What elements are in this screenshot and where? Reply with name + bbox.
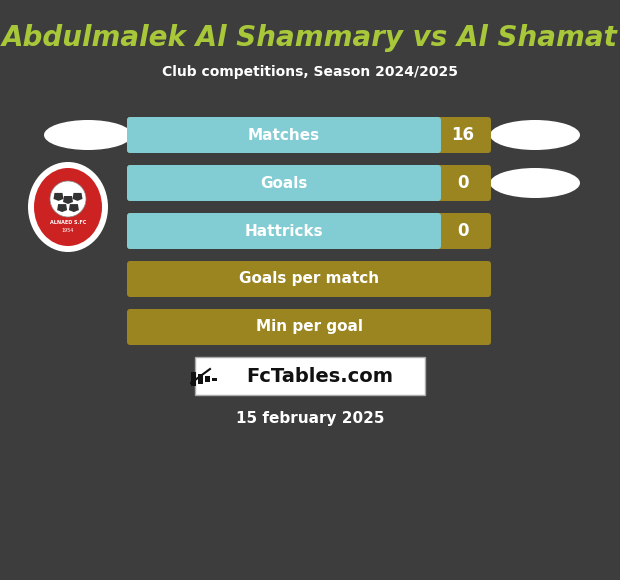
Text: 16: 16 [451,126,474,144]
Text: 0: 0 [458,174,469,192]
Text: FcTables.com: FcTables.com [247,367,394,386]
Text: ALNAED S.FC: ALNAED S.FC [50,220,86,226]
Ellipse shape [34,168,102,246]
FancyBboxPatch shape [127,165,491,201]
FancyBboxPatch shape [127,117,441,153]
FancyBboxPatch shape [127,213,491,249]
Text: 1954: 1954 [62,229,74,234]
Text: Goals: Goals [260,176,308,190]
FancyBboxPatch shape [127,117,491,153]
Polygon shape [69,204,79,212]
FancyBboxPatch shape [127,165,441,201]
Ellipse shape [490,120,580,150]
Polygon shape [53,193,63,201]
Ellipse shape [28,162,108,252]
Bar [198,374,203,384]
Polygon shape [57,204,67,212]
Polygon shape [73,193,82,201]
Text: 15 february 2025: 15 february 2025 [236,411,384,426]
FancyBboxPatch shape [127,309,491,345]
Text: Abdulmalek Al Shammary vs Al Shamat: Abdulmalek Al Shammary vs Al Shamat [2,24,618,52]
Text: Goals per match: Goals per match [239,271,379,287]
FancyBboxPatch shape [195,357,425,395]
Ellipse shape [490,168,580,198]
Text: Club competitions, Season 2024/2025: Club competitions, Season 2024/2025 [162,65,458,79]
Ellipse shape [44,120,132,150]
Polygon shape [63,196,73,204]
FancyBboxPatch shape [127,261,491,297]
Text: 0: 0 [458,222,469,240]
Bar [191,372,196,386]
Circle shape [50,181,86,217]
Text: Matches: Matches [248,128,320,143]
Bar [212,378,217,380]
FancyBboxPatch shape [127,213,441,249]
Text: Min per goal: Min per goal [255,320,363,335]
Text: Hattricks: Hattricks [245,223,323,238]
Bar [205,376,210,382]
